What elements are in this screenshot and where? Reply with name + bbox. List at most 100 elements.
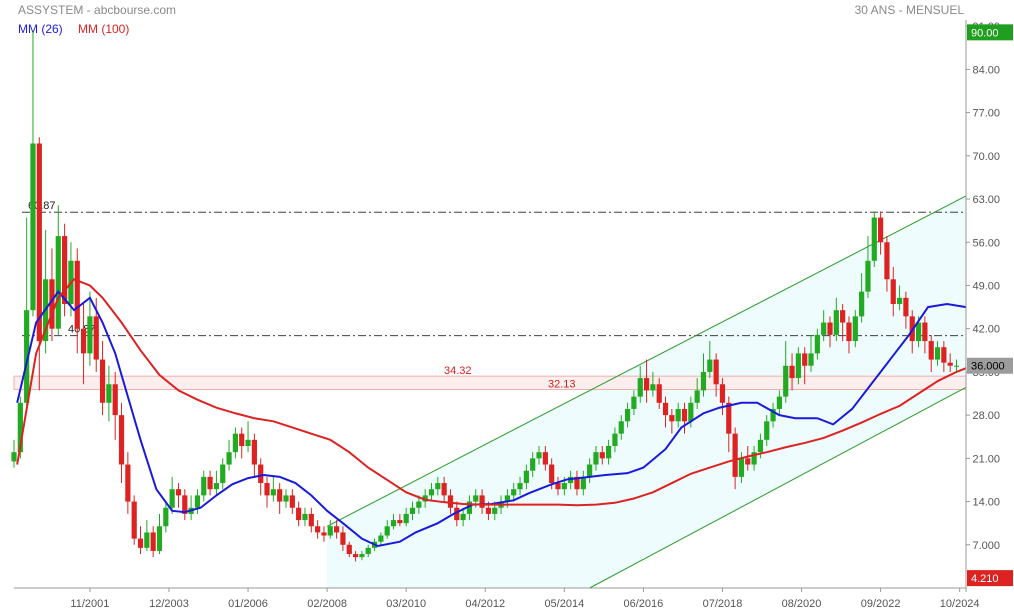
candle-body-31 — [207, 476, 213, 490]
candle-body-49 — [321, 532, 327, 536]
candle-body-119 — [764, 421, 770, 440]
candle-body-23 — [156, 526, 163, 551]
candle-body-71 — [460, 513, 466, 521]
channel-lower-line — [589, 386, 967, 589]
candle-body-50 — [327, 526, 333, 536]
candle-body-55 — [359, 554, 365, 558]
candle-body-123 — [789, 365, 795, 379]
candle-body-54 — [352, 554, 359, 558]
x-tick-label-6: 05/2014 — [544, 598, 584, 610]
candle-body-118 — [757, 439, 764, 453]
candle-body-134 — [859, 291, 865, 317]
candle-body-138 — [884, 242, 890, 280]
candle-body-22 — [150, 532, 156, 551]
price-tag-low-bg — [967, 570, 1013, 587]
candle-body-149 — [953, 365, 960, 367]
candle-body-63 — [409, 507, 416, 514]
candle-body-65 — [422, 495, 428, 502]
candle-body-35 — [232, 433, 238, 453]
ma-line-1 — [16, 278, 967, 507]
candle-body-109 — [700, 371, 707, 391]
candle-body-25 — [169, 489, 175, 508]
price-tag-high: 90.00 — [971, 27, 999, 39]
candle-body-143 — [915, 322, 922, 342]
x-tick-label-4: 03/2010 — [386, 598, 426, 610]
y-tick-label-11: 14.00 — [972, 497, 1000, 509]
candle-body-82 — [530, 458, 536, 471]
candle-body-130 — [833, 310, 839, 335]
candle-body-80 — [517, 483, 523, 490]
candle-body-101 — [650, 384, 656, 391]
candle-body-104 — [669, 415, 675, 422]
candle-body-15 — [106, 384, 112, 403]
candle-body-147 — [941, 347, 947, 363]
candle-body-73 — [473, 495, 479, 502]
candle-body-13 — [93, 316, 99, 360]
candle-body-68 — [441, 483, 447, 496]
candle-body-94 — [606, 446, 612, 459]
candle-body-7 — [55, 236, 61, 329]
candle-body-96 — [618, 421, 624, 434]
candle-body-81 — [523, 470, 529, 484]
candle-body-99 — [637, 378, 643, 397]
candle-body-115 — [738, 458, 745, 477]
candle-body-132 — [846, 322, 852, 342]
candle-body-10 — [74, 260, 80, 329]
candle-body-84 — [542, 452, 548, 465]
candle-body-33 — [220, 464, 226, 484]
candle-body-34 — [226, 452, 232, 465]
candle-body-120 — [770, 408, 776, 422]
y-tick-label-12: 7.000 — [972, 540, 1000, 552]
candle-body-125 — [802, 353, 808, 366]
candle-body-61 — [397, 520, 403, 524]
candle-body-105 — [675, 408, 681, 422]
candle-body-129 — [827, 322, 833, 335]
candle-body-83 — [536, 452, 542, 459]
candle-body-38 — [251, 439, 257, 465]
candle-body-113 — [726, 402, 732, 434]
support-zone — [13, 375, 967, 391]
candle-body-103 — [662, 402, 669, 416]
candle-body-16 — [112, 384, 118, 416]
candle-body-66 — [428, 489, 435, 496]
candle-body-75 — [485, 507, 492, 514]
x-tick-label-3: 02/2008 — [307, 598, 347, 610]
candle-body-87 — [561, 483, 567, 490]
candle-body-41 — [270, 489, 276, 496]
candle-body-107 — [688, 402, 694, 422]
candle-body-139 — [890, 279, 896, 304]
candle-body-17 — [118, 415, 125, 465]
candle-body-60 — [390, 520, 397, 527]
candle-body-136 — [871, 217, 877, 261]
y-tick-label-1: 84.00 — [972, 64, 1000, 76]
candle-body-6 — [49, 279, 55, 329]
x-tick-label-2: 01/2006 — [228, 598, 268, 610]
candle-body-116 — [745, 458, 751, 465]
candle-body-100 — [643, 378, 650, 391]
candle-body-18 — [125, 464, 131, 502]
candle-body-140 — [896, 297, 903, 304]
candle-body-112 — [719, 384, 726, 403]
candle-body-46 — [302, 513, 308, 521]
y-tick-label-7: 42.00 — [972, 324, 1000, 336]
candle-body-121 — [776, 396, 782, 409]
candle-body-78 — [504, 495, 510, 502]
candle-body-137 — [878, 217, 884, 243]
zone-bottom-label: 32.13 — [548, 379, 576, 391]
ma-line-0 — [16, 290, 967, 548]
candle-body-114 — [732, 433, 738, 477]
candle-body-62 — [403, 513, 409, 524]
chart-header-period: 30 ANS - MENSUEL — [854, 3, 964, 17]
candle-body-56 — [365, 547, 371, 555]
candle-body-24 — [163, 507, 169, 527]
candle-body-39 — [258, 464, 264, 484]
y-tick-label-3: 70.00 — [972, 151, 1000, 163]
candle-body-52 — [340, 532, 346, 545]
candle-body-1 — [17, 402, 23, 453]
candle-body-74 — [479, 495, 485, 508]
zone-top-label: 34.32 — [444, 365, 472, 377]
x-tick-label-7: 06/2016 — [624, 598, 664, 610]
candle-body-95 — [612, 433, 618, 446]
